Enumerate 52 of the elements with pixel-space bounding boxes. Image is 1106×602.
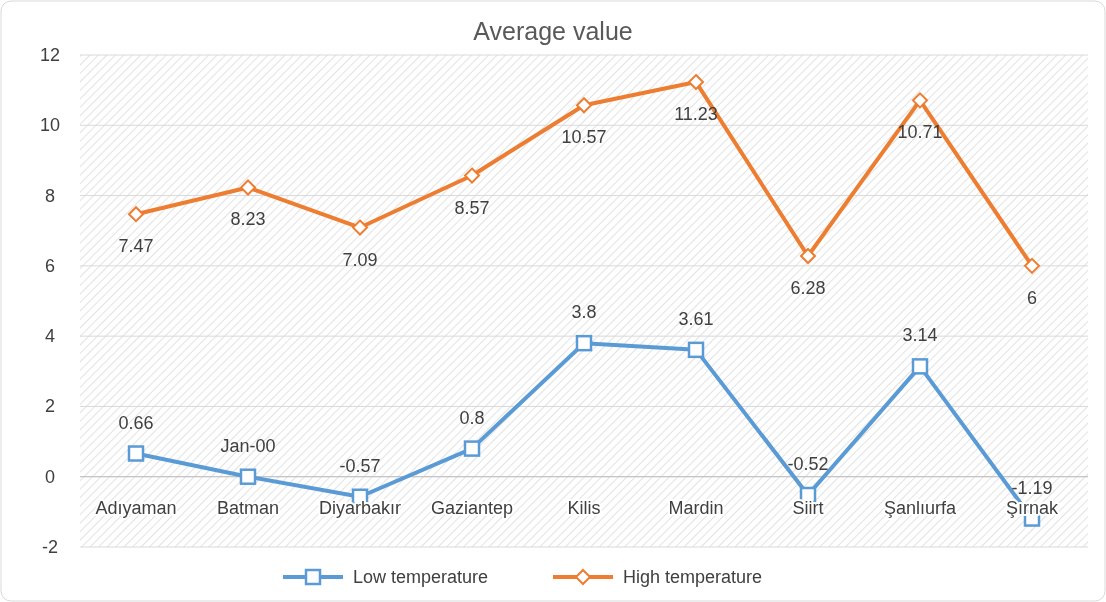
point xyxy=(1024,257,1040,274)
data-label: -1.19 xyxy=(1011,477,1053,498)
y-tick-label: 0 xyxy=(44,466,56,487)
data-label: 7.47 xyxy=(118,236,154,257)
point xyxy=(127,445,145,462)
y-tick-label: -2 xyxy=(41,537,59,557)
data-label: 10.71 xyxy=(897,122,943,143)
data-label: -0.52 xyxy=(787,453,829,474)
point xyxy=(576,97,592,114)
data-label: 10.57 xyxy=(561,127,607,148)
x-tick-label: Siirt xyxy=(792,497,824,518)
x-tick-label: Kilis xyxy=(567,497,601,518)
data-label: 8.57 xyxy=(454,197,490,218)
y-tick-label: 12 xyxy=(39,45,61,65)
data-label: Jan-00 xyxy=(220,435,276,456)
point xyxy=(239,468,257,485)
data-label: 3.61 xyxy=(678,308,714,329)
y-tick-label: 10 xyxy=(39,115,61,136)
x-tick-label: Adıyaman xyxy=(95,497,177,518)
point xyxy=(463,440,481,457)
point xyxy=(911,358,929,375)
x-tick-label: Mardin xyxy=(668,497,724,518)
data-label: 0.8 xyxy=(459,407,485,428)
point xyxy=(687,341,705,359)
data-label: 8.23 xyxy=(230,209,266,230)
point xyxy=(240,179,256,196)
chart-title: Average value xyxy=(473,17,633,45)
point xyxy=(800,248,816,265)
x-tick-label: Batman xyxy=(216,497,280,518)
data-label: 3.14 xyxy=(902,325,938,346)
data-label: 6.28 xyxy=(790,278,826,299)
data-label: 3.8 xyxy=(571,302,597,323)
legend-label: Low temperature xyxy=(353,567,489,587)
point xyxy=(575,334,593,352)
point xyxy=(352,219,368,236)
point xyxy=(128,206,144,223)
y-tick-label: 4 xyxy=(44,326,56,347)
data-label: -0.57 xyxy=(339,455,381,476)
legend-label: High temperature xyxy=(623,567,763,587)
data-label: 11.23 xyxy=(674,104,718,125)
point xyxy=(464,167,480,184)
y-tick-label: 8 xyxy=(44,185,56,206)
x-tick-label: Gaziantep xyxy=(430,497,514,518)
y-tick-label: 6 xyxy=(44,255,56,276)
y-tick-label: 2 xyxy=(44,396,56,417)
point xyxy=(912,92,928,109)
x-tick-label: Şanlıurfa xyxy=(883,497,958,518)
data-label: 0.66 xyxy=(118,412,154,433)
point xyxy=(688,74,704,91)
data-label: 6 xyxy=(1026,287,1038,308)
x-tick-label: Diyarbakır xyxy=(318,497,402,518)
data-label: 7.09 xyxy=(342,249,378,270)
